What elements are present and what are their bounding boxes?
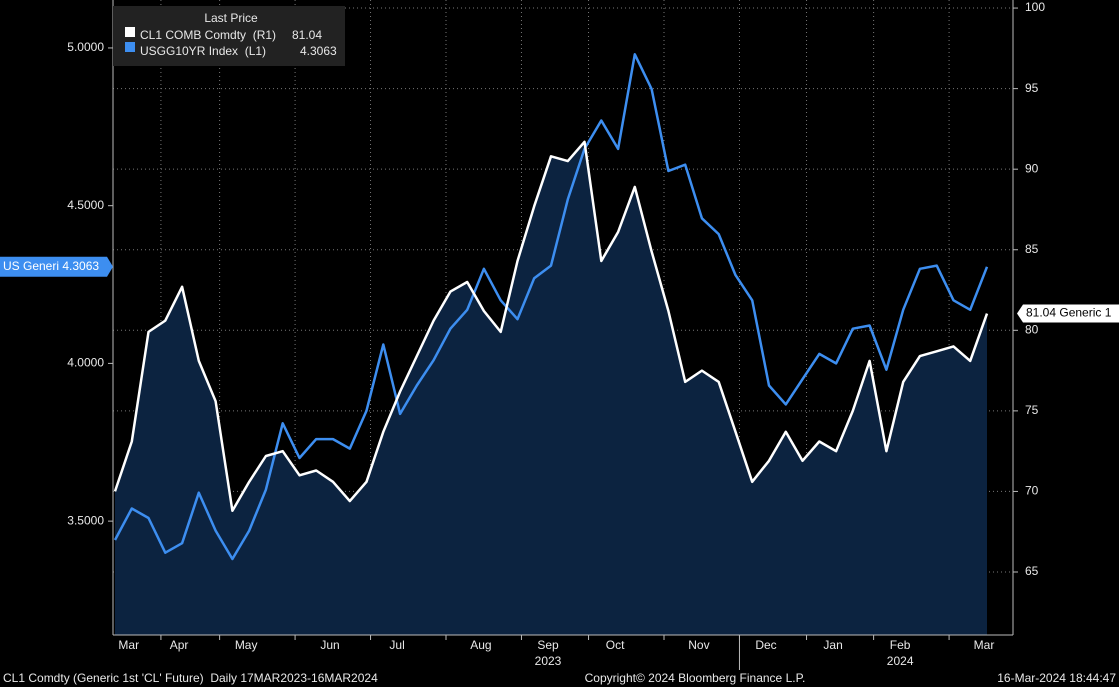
- y2-tick-label: 95: [1025, 81, 1039, 95]
- x-tick-label: Jan: [823, 638, 842, 652]
- callout-box: [1017, 304, 1119, 323]
- x-tick-label: Mar: [974, 638, 995, 652]
- callout-name: US Generi: [3, 259, 59, 273]
- y-tick-label: 4.0000: [67, 356, 104, 370]
- y2-tick-label: 80: [1025, 322, 1039, 336]
- x-tick-label: Dec: [755, 638, 776, 652]
- x-tick-label: Sep: [537, 638, 559, 652]
- x-tick-label: Oct: [606, 638, 625, 652]
- x-year-label: 2024: [887, 654, 914, 668]
- legend-swatch: [125, 27, 135, 37]
- y-tick-label: 3.5000: [67, 513, 104, 527]
- legend-box: [113, 6, 345, 66]
- callout-box: [0, 256, 113, 277]
- legend-title: Last Price: [204, 11, 258, 25]
- legend-swatch: [125, 42, 135, 52]
- callout-label: US Generi 4.3063: [3, 259, 99, 273]
- x-tick-label: Mar: [118, 638, 139, 652]
- legend-value: 81.04: [292, 28, 322, 42]
- y2-tick-label: 85: [1025, 242, 1039, 256]
- y2-tick-label: 70: [1025, 484, 1039, 498]
- x-year-label: 2023: [535, 654, 562, 668]
- callout-name: Generic 1: [1059, 306, 1111, 320]
- legend-label: CL1 COMB Comdty (R1): [140, 28, 276, 42]
- footer-left: CL1 Comdty (Generic 1st 'CL' Future) Dai…: [3, 671, 378, 685]
- area: [115, 141, 987, 636]
- x-tick-label: Nov: [688, 638, 709, 652]
- footer-right: 16-Mar-2024 18:44:47: [997, 671, 1116, 685]
- legend-label: USGG10YR Index (L1): [140, 44, 266, 58]
- callout-value: 4.3063: [62, 259, 99, 273]
- y2-tick-label: 90: [1025, 161, 1039, 175]
- line: [113, 140, 989, 513]
- x-tick-label: Aug: [470, 638, 491, 652]
- x-tick-label: Apr: [170, 638, 189, 652]
- y-tick-label: 4.5000: [67, 198, 104, 212]
- y2-tick-label: 100: [1025, 0, 1045, 14]
- legend-value: 4.3063: [300, 44, 337, 58]
- y2-tick-label: 75: [1025, 403, 1039, 417]
- callout-label: 81.04 Generic 1: [1026, 306, 1112, 320]
- y-tick-label: 5.0000: [67, 40, 104, 54]
- y2-tick-label: 65: [1025, 564, 1039, 578]
- x-tick-label: Jun: [320, 638, 339, 652]
- x-tick-label: Jul: [389, 638, 404, 652]
- x-tick-label: Feb: [890, 638, 911, 652]
- footer: [0, 670, 1119, 687]
- footer-center: Copyright© 2024 Bloomberg Finance L.P.: [585, 671, 806, 685]
- x-tick-label: May: [235, 638, 258, 652]
- line: [113, 53, 989, 561]
- callout-value: 81.04: [1026, 306, 1056, 320]
